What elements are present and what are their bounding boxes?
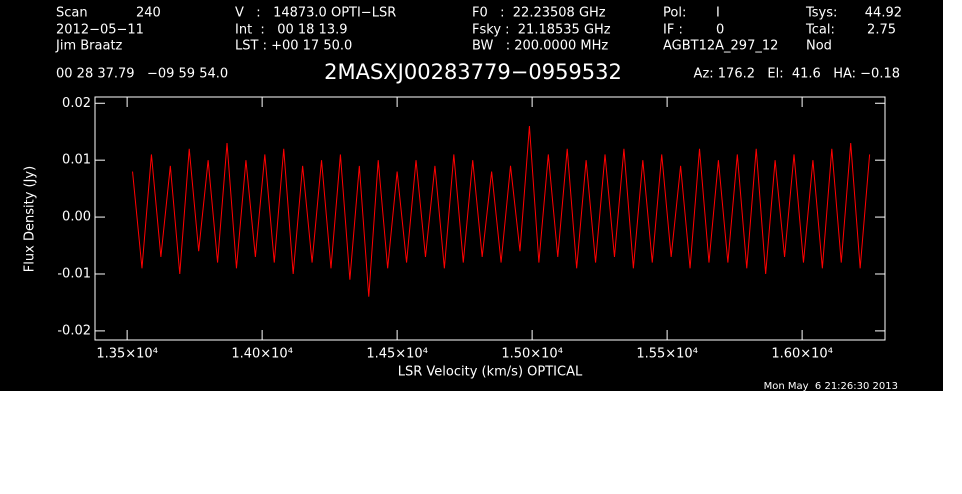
header-text: BW : 200.0000 MHz (472, 39, 608, 54)
header-text: Int : 00 18 13.9 (235, 23, 348, 38)
chart-title: 2MASXJ00283779−0959532 (324, 60, 622, 84)
header-text: Tcal: (805, 23, 835, 38)
header-text: 44.92 (865, 6, 902, 21)
x-tick-label: 1.60×10⁴ (771, 347, 833, 362)
x-tick-label: 1.50×10⁴ (501, 347, 563, 362)
x-tick-label: 1.55×10⁴ (636, 347, 698, 362)
x-tick-label: 1.40×10⁴ (231, 347, 293, 362)
x-axis-label: LSR Velocity (km/s) OPTICAL (398, 365, 583, 380)
y-tick-label: 0.02 (62, 96, 91, 111)
header-text: Tsys: (805, 6, 837, 21)
header-text: 00 28 37.79 −09 59 54.0 (56, 67, 228, 82)
plot-background (0, 0, 943, 391)
header-text: V : 14873.0 OPTI−LSR (235, 6, 396, 21)
header-text: F0 : 22.23508 GHz (472, 6, 606, 21)
x-tick-label: 1.35×10⁴ (96, 347, 158, 362)
header-text: Fsky : 21.18535 GHz (472, 23, 611, 38)
header-text: IF : (663, 23, 683, 38)
y-tick-label: 0.00 (62, 210, 91, 225)
header-text: LST : +00 17 50.0 (235, 39, 352, 54)
header-text: Jim Braatz (55, 39, 123, 54)
header-text: AGBT12A_297_12 (663, 39, 778, 54)
x-tick-label: 1.45×10⁴ (366, 347, 428, 362)
y-tick-label: 0.01 (62, 153, 91, 168)
header-text: Nod (806, 39, 832, 54)
header-text: Scan (56, 6, 88, 21)
header-text: Pol: (663, 6, 686, 21)
header-text: 0 (716, 23, 724, 38)
footer-date: Mon May 6 21:26:30 2013 (764, 381, 898, 392)
header-text: Az: 176.2 El: 41.6 HA: −0.18 (694, 67, 900, 82)
plot-frame (94, 96, 886, 341)
y-tick-label: -0.02 (57, 323, 91, 338)
header-text: I (716, 6, 720, 21)
y-tick-label: -0.01 (57, 266, 91, 281)
y-axis-label: Flux Density (Jy) (23, 166, 38, 272)
header-text: 2012−05−11 (56, 23, 144, 38)
header-text: 2.75 (867, 23, 896, 38)
header-text: 240 (136, 6, 161, 21)
spectrum-line (132, 125, 871, 297)
